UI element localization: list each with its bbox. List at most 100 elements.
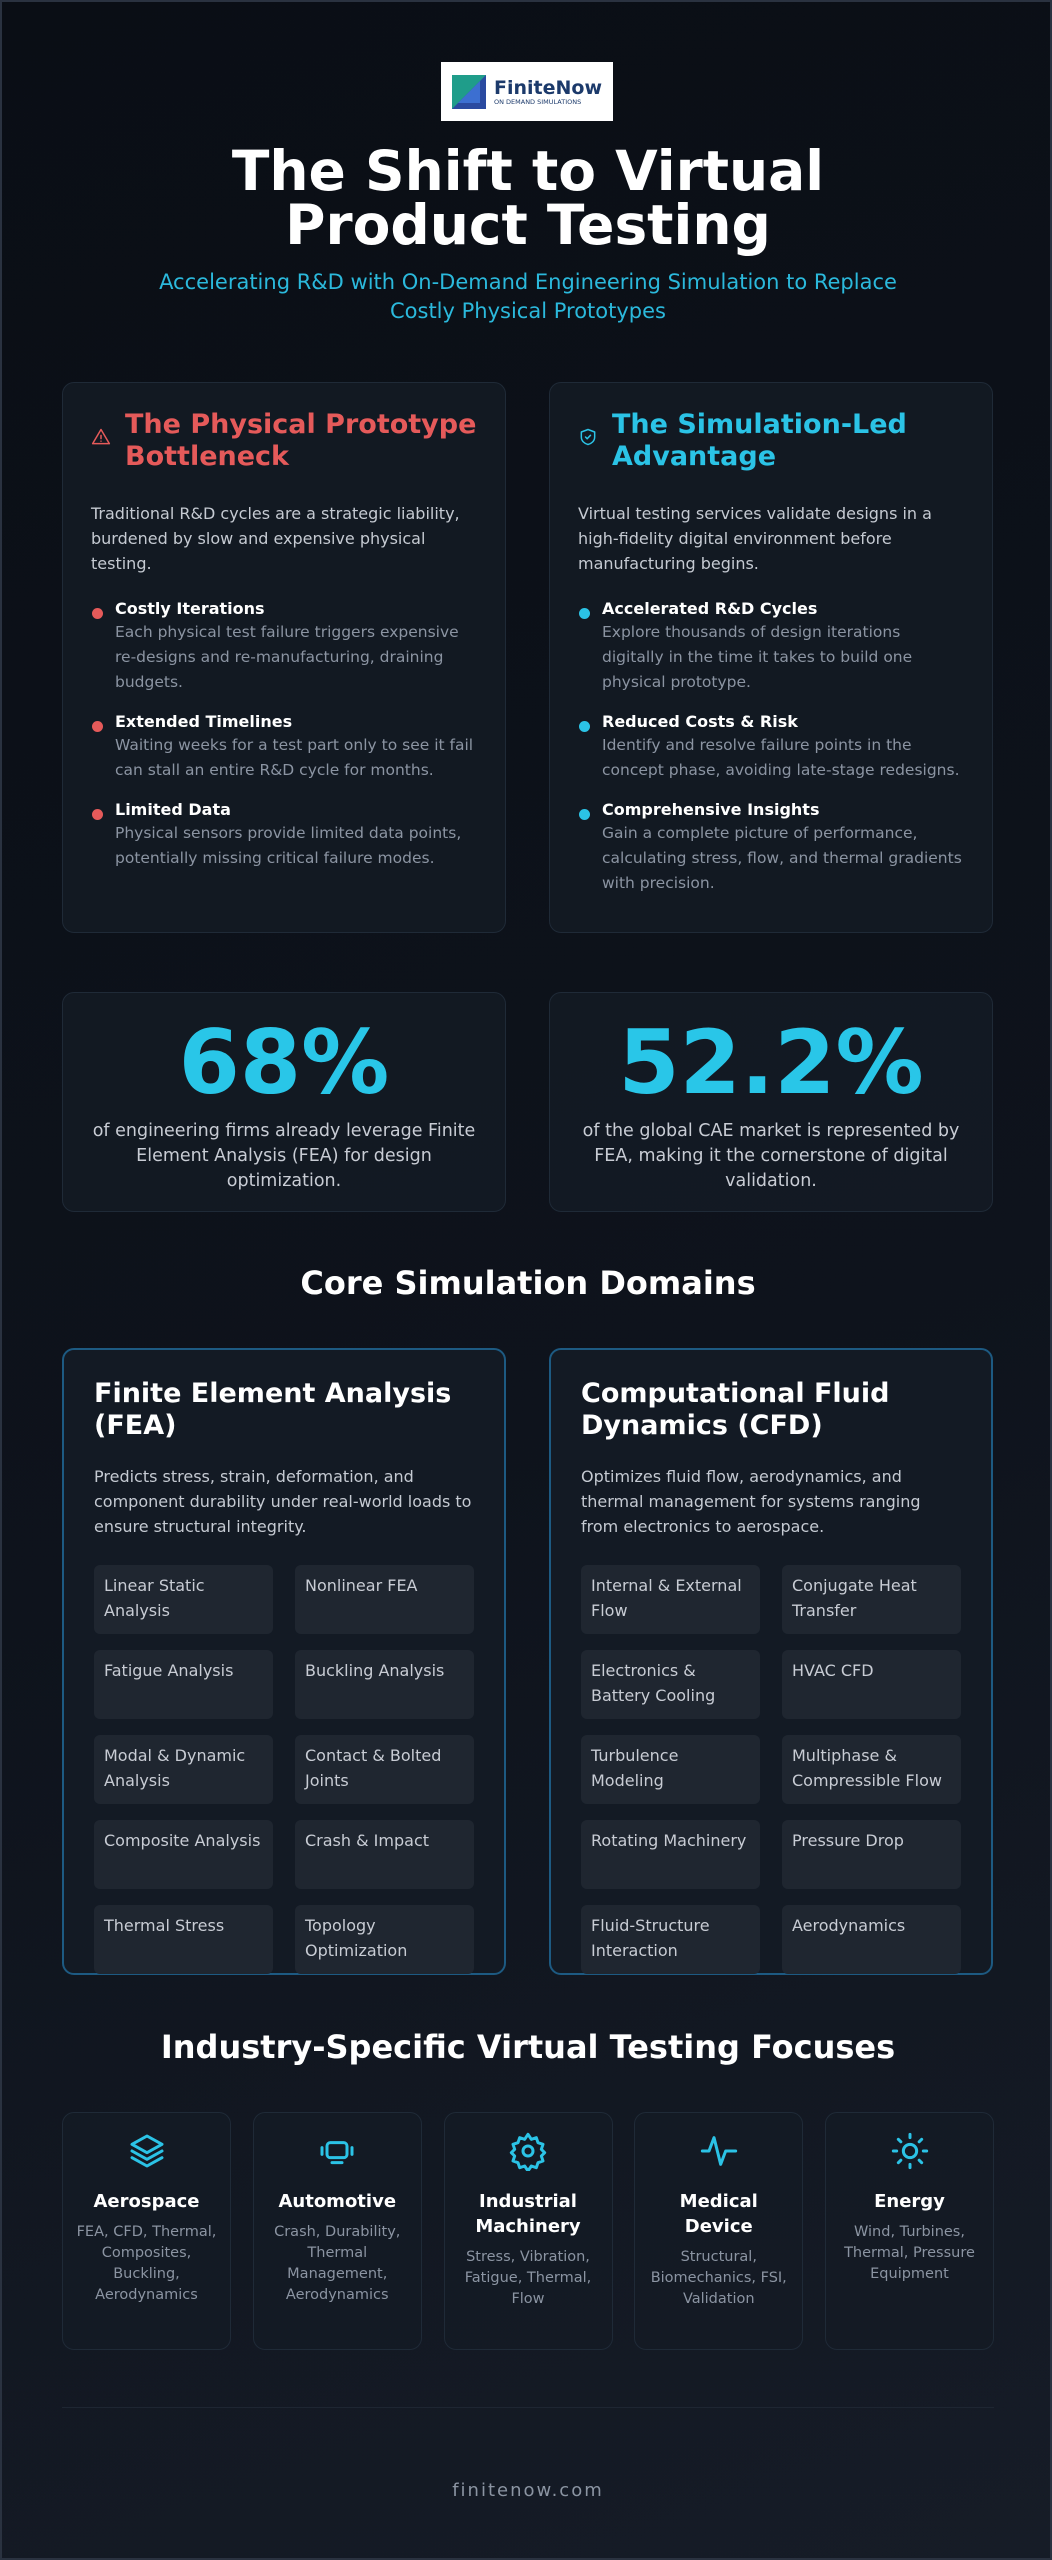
item-text: Waiting weeks for a test part only to se… [115,736,474,779]
industry-name: Industrial Machinery [475,2191,581,2237]
card-title: The Simulation-Led Advantage [612,409,907,472]
list-item: Comprehensive Insights Gain a complete pi… [578,799,964,896]
item-title: Limited Data [115,800,231,819]
tag: Rotating Machinery [581,1820,760,1889]
logo-name: FiniteNow [493,76,602,99]
icon-svg [320,2141,354,2165]
icon [264,2131,411,2175]
bullet [92,721,103,732]
item-title: Extended Timelines [115,712,293,731]
tag: Thermal Stress [94,1905,273,1974]
industry-card: Aerospace FEA, CFD, Thermal, Composites, … [62,2112,231,2350]
industry-name: Aerospace [93,2191,200,2212]
tag: Multiphase & Compressible Flow [782,1735,961,1804]
stat-value: 68% [178,1011,390,1114]
tag: Buckling Analysis [295,1650,474,1719]
icon-svg [700,2136,737,2166]
icon-svg [580,428,596,446]
card-intro: Traditional R&D cycles are a strategic l… [91,504,460,573]
stat-card: 52.2% of the global CAE market is represe… [549,992,993,1212]
subtitle: Accelerating R&D with On-Demand Engineer… [159,270,897,323]
icon-svg [91,428,111,445]
logo-tagline: ON DEMAND SIMULATIONS [493,97,582,106]
industry-card: Energy Wind, Turbines, Thermal, Pressure … [825,2112,994,2350]
tag: Internal & External Flow [581,1565,760,1634]
item-text: Identify and resolve failure points in t… [602,736,960,779]
tag-grid: Linear Static Analysis Nonlinear FEA Fatig… [94,1565,474,1974]
stat-value: 52.2% [618,1011,924,1114]
tag: Topology Optimization [295,1905,474,1974]
icon [73,2131,220,2175]
icon [645,2131,792,2175]
divider [62,2407,994,2408]
industry-focus: Wind, Turbines, Thermal, Pressure Equipm… [844,2224,975,2282]
icon [578,427,598,451]
item-title: Accelerated R&D Cycles [602,599,818,618]
icon-svg [130,2134,163,2168]
stat-text: of engineering firms already leverage Fi… [92,1121,476,1191]
card-intro: Virtual testing services validate design… [578,504,932,573]
title: The Shift to Virtual Product Testing [231,139,825,257]
tag: Nonlinear FEA [295,1565,474,1634]
tag: Fluid-Structure Interaction [581,1905,760,1974]
footer: finitenow.com [452,2480,604,2501]
list-item: Reduced Costs & Risk Identify and resolve… [578,711,964,783]
item-text: Physical sensors provide limited data po… [115,824,462,867]
tag: Modal & Dynamic Analysis [94,1735,273,1804]
bullet [92,608,103,619]
item-text: Explore thousands of design iterations d… [602,623,913,691]
comparison-card: The Simulation-Led Advantage Virtual test… [549,382,993,933]
industry-card: Medical Device Structural, Biomechanics, … [634,2112,804,2350]
list-item: Costly Iterations Each physical test fail… [91,598,477,695]
domain-text: Optimizes fluid flow, aerodynamics, and … [581,1467,921,1536]
tag: Pressure Drop [782,1820,961,1889]
domain-title: Computational Fluid Dynamics (CFD) [581,1378,890,1441]
tag: Turbulence Modeling [581,1735,760,1804]
bullet [92,809,103,820]
list-item: Limited Data Physical sensors provide lim… [91,799,477,871]
domain-card: Computational Fluid Dynamics (CFD) Optimi… [549,1348,993,1975]
icon [836,2131,983,2175]
bullet [579,809,590,820]
industry-name: Energy [874,2191,945,2212]
icon [455,2131,602,2175]
list-item: Accelerated R&D Cycles Explore thousands … [578,598,964,695]
item-title: Costly Iterations [115,599,265,618]
tag: Linear Static Analysis [94,1565,273,1634]
icon-svg [891,2132,928,2170]
card-title: The Physical Prototype Bottleneck [125,409,477,472]
industry-name: Automotive [278,2191,397,2212]
stat-card: 68% of engineering firms already leverage… [62,992,506,1212]
tag: Electronics & Battery Cooling [581,1650,760,1719]
tag: Conjugate Heat Transfer [782,1565,961,1634]
tag-grid: Internal & External Flow Conjugate Heat T… [581,1565,961,1974]
domains-heading: Core Simulation Domains [300,1264,756,1302]
industry-focus: Crash, Durability, Thermal Management, A… [274,2224,401,2303]
bullet [579,721,590,732]
tag: Crash & Impact [295,1820,474,1889]
stat-text: of the global CAE market is represented … [582,1121,960,1191]
logo-mark [451,74,486,109]
domain-title: Finite Element Analysis (FEA) [94,1378,452,1441]
logo: FiniteNow ON DEMAND SIMULATIONS [441,62,613,121]
industry-focus: Structural, Biomechanics, FSI, Validatio… [650,2249,787,2307]
icon-svg [509,2132,547,2173]
industry-name: Medical Device [679,2191,758,2237]
comparison-card: The Physical Prototype Bottleneck Traditi… [62,382,506,933]
item-text: Each physical test failure triggers expe… [115,623,459,691]
tag: Composite Analysis [94,1820,273,1889]
tag: Contact & Bolted Joints [295,1735,474,1804]
tag: Aerodynamics [782,1905,961,1974]
item-title: Reduced Costs & Risk [602,712,798,731]
domain-text: Predicts stress, strain, deformation, an… [94,1467,472,1536]
industry-card: Automotive Crash, Durability, Thermal Man… [252,2112,422,2350]
industry-focus: Stress, Vibration, Fatigue, Thermal, Flo… [464,2249,592,2307]
domain-card: Finite Element Analysis (FEA) Predicts st… [62,1348,506,1975]
tag: HVAC CFD [782,1650,961,1719]
icon [91,427,111,451]
item-text: Gain a complete picture of performance, … [602,824,962,892]
industries-heading: Industry-Specific Virtual Testing Focuse… [160,2028,896,2066]
industry-focus: FEA, CFD, Thermal, Composites, Buckling,… [76,2224,217,2303]
